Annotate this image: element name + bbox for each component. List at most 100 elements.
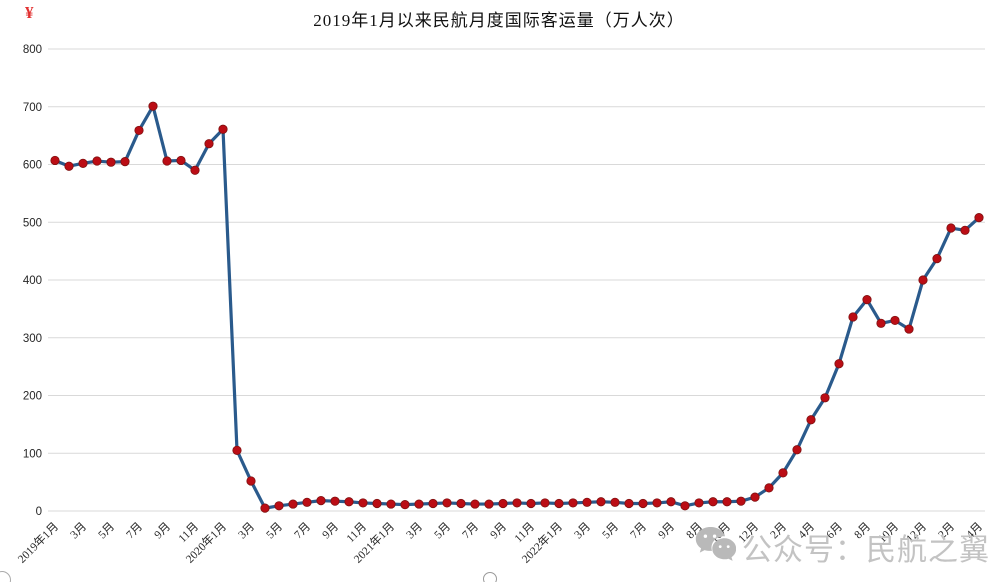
data-point — [64, 161, 74, 171]
x-tick-label: 8月 — [684, 521, 705, 542]
data-point — [176, 155, 186, 166]
x-tick-label: 12月 — [904, 521, 929, 546]
data-point — [498, 498, 508, 509]
data-point — [582, 497, 592, 507]
x-tick-label: 12月 — [736, 521, 761, 546]
data-point — [540, 498, 550, 508]
data-point — [750, 492, 760, 502]
data-point — [92, 156, 102, 166]
data-point — [106, 157, 116, 167]
data-point — [330, 496, 340, 506]
x-tick-label: 4月 — [796, 521, 817, 542]
data-point — [806, 415, 816, 425]
x-tick-label: 10月 — [876, 521, 901, 546]
x-tick-label: 5月 — [432, 521, 453, 542]
data-point — [638, 498, 648, 509]
data-point — [344, 497, 354, 507]
x-tick-label: 7月 — [460, 521, 481, 542]
y-tick-label: 600 — [23, 160, 42, 172]
data-point — [204, 139, 214, 149]
data-point — [470, 499, 480, 509]
x-tick-label: 2019年1月 — [15, 519, 61, 565]
data-point — [680, 501, 690, 511]
data-point — [890, 315, 900, 326]
data-point — [848, 312, 858, 322]
data-point — [274, 501, 284, 511]
ui-artifact-circle — [483, 572, 497, 582]
data-point — [862, 295, 872, 305]
x-tick-label: 3月 — [236, 521, 257, 542]
x-tick-label: 8月 — [852, 521, 873, 542]
x-tick-label: 11月 — [177, 521, 201, 545]
data-point — [50, 155, 60, 166]
chart-title: 2019年1月以来民航月度国际客运量（万人次） — [313, 11, 685, 30]
x-tick-label: 6月 — [824, 521, 845, 542]
data-point — [596, 497, 606, 507]
data-point — [372, 498, 382, 509]
y-tick-label: 300 — [23, 333, 42, 345]
x-tick-label: 2月 — [768, 521, 789, 542]
data-point — [918, 275, 928, 285]
data-point — [610, 497, 620, 507]
x-tick-label: 2月 — [936, 521, 957, 542]
x-tick-label: 9月 — [320, 521, 341, 542]
data-point — [288, 499, 298, 509]
data-point — [652, 498, 662, 508]
y-tick-label: 700 — [23, 102, 42, 114]
x-tick-label: 5月 — [96, 521, 117, 542]
data-point — [134, 125, 144, 136]
data-point — [568, 498, 578, 508]
x-tick-label: 5月 — [600, 521, 621, 542]
data-point — [834, 359, 844, 369]
x-tick-label: 7月 — [124, 521, 145, 542]
data-point — [456, 498, 466, 509]
ui-artifact-circle — [0, 571, 11, 582]
currency-mark: ¥ — [25, 3, 34, 22]
data-point — [428, 498, 438, 509]
data-point — [120, 157, 130, 167]
data-point — [974, 213, 984, 223]
data-point — [932, 254, 942, 264]
y-tick-label: 800 — [23, 44, 42, 56]
x-tick-label: 9月 — [488, 521, 509, 542]
data-point — [218, 124, 228, 134]
data-point — [484, 499, 494, 509]
data-point — [694, 498, 704, 508]
data-point — [820, 393, 830, 403]
data-point — [876, 318, 886, 328]
x-tick-label: 5月 — [264, 521, 285, 542]
y-tick-label: 500 — [23, 217, 42, 229]
data-point — [512, 498, 522, 508]
data-point — [316, 496, 326, 506]
data-point — [232, 445, 242, 455]
x-tick-label: 3月 — [572, 521, 593, 542]
data-point — [190, 165, 200, 175]
x-tick-label: 11月 — [345, 521, 369, 545]
x-tick-label: 4月 — [964, 521, 985, 542]
data-point — [554, 498, 564, 509]
data-point — [722, 497, 732, 507]
data-point — [792, 445, 802, 455]
data-point — [302, 497, 312, 507]
data-point — [358, 498, 368, 508]
y-tick-label: 100 — [23, 448, 42, 460]
data-point — [736, 496, 746, 506]
x-tick-label: 7月 — [292, 521, 313, 542]
data-point — [78, 158, 88, 168]
y-tick-label: 200 — [23, 391, 42, 403]
data-point — [960, 225, 970, 235]
data-point — [386, 499, 396, 509]
data-point — [708, 497, 718, 507]
data-point — [946, 223, 956, 233]
data-point — [414, 499, 424, 509]
data-point — [904, 324, 914, 334]
data-point — [666, 497, 676, 507]
data-point — [148, 101, 158, 111]
data-point — [764, 483, 774, 493]
x-tick-label: 9月 — [656, 521, 677, 542]
y-tick-label: 0 — [36, 506, 42, 518]
x-tick-label: 7月 — [628, 521, 649, 542]
x-tick-label: 3月 — [68, 521, 89, 542]
